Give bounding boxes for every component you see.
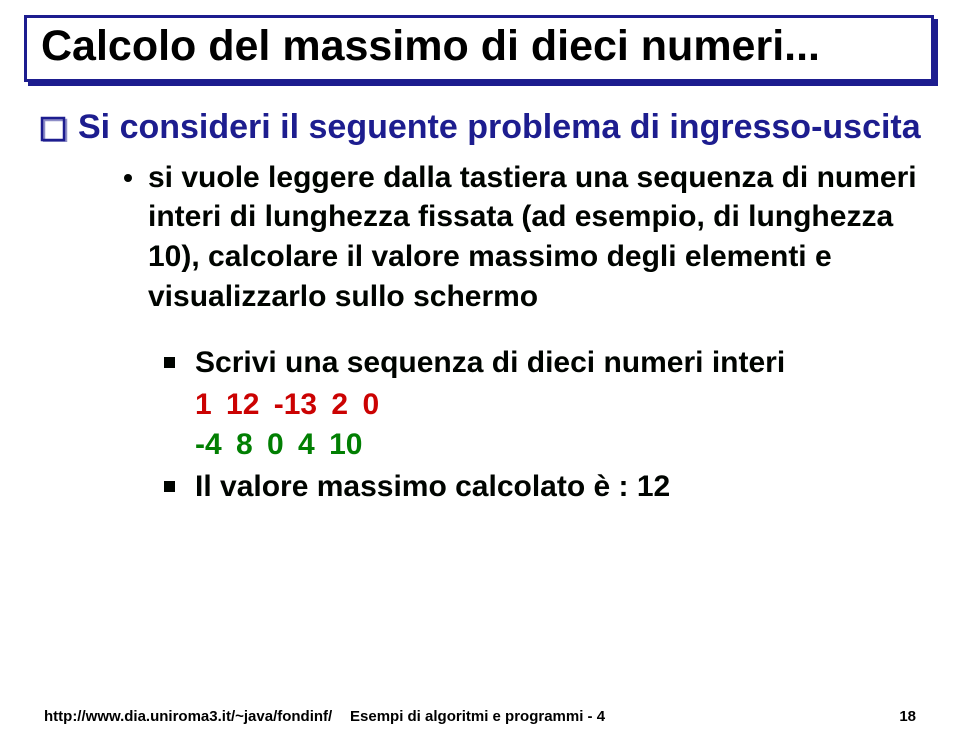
example-item: Scrivi una sequenza di dieci numeri inte… <box>164 343 930 383</box>
sub-list: si vuole leggere dalla tastiera una sequ… <box>124 158 930 318</box>
input-line-1: 1 12 -13 2 0 <box>195 385 930 425</box>
slide-footer: http://www.dia.uniroma3.it/~java/fondinf… <box>0 708 960 725</box>
slide-title-box: Calcolo del massimo di dieci numeri... <box>24 15 934 82</box>
slide-content: Si consideri il seguente problema di ing… <box>40 106 930 509</box>
input-line-2: -4 8 0 4 10 <box>195 425 930 465</box>
slide-title: Calcolo del massimo di dieci numeri... <box>41 22 917 71</box>
sub-item: si vuole leggere dalla tastiera una sequ… <box>124 158 930 318</box>
square-icon <box>164 481 175 492</box>
checkbox-icon <box>40 112 70 142</box>
footer-page: 18 <box>899 708 916 725</box>
footer-url: http://www.dia.uniroma3.it/~java/fondinf… <box>44 708 332 725</box>
result-text: Il valore massimo calcolato è : 12 <box>195 467 670 507</box>
result-item: Il valore massimo calcolato è : 12 <box>164 467 930 507</box>
result-list: Il valore massimo calcolato è : 12 <box>164 467 930 507</box>
square-icon <box>164 357 175 368</box>
main-bullet-text: Si consideri il seguente problema di ing… <box>78 106 921 150</box>
sub-item-text: si vuole leggere dalla tastiera una sequ… <box>148 158 930 318</box>
example-prompt: Scrivi una sequenza di dieci numeri inte… <box>195 343 785 383</box>
dot-icon <box>124 174 132 182</box>
footer-title: Esempi di algoritmi e programmi - 4 <box>350 708 605 725</box>
main-bullet-row: Si consideri il seguente problema di ing… <box>40 106 930 150</box>
example-list: Scrivi una sequenza di dieci numeri inte… <box>164 343 930 383</box>
